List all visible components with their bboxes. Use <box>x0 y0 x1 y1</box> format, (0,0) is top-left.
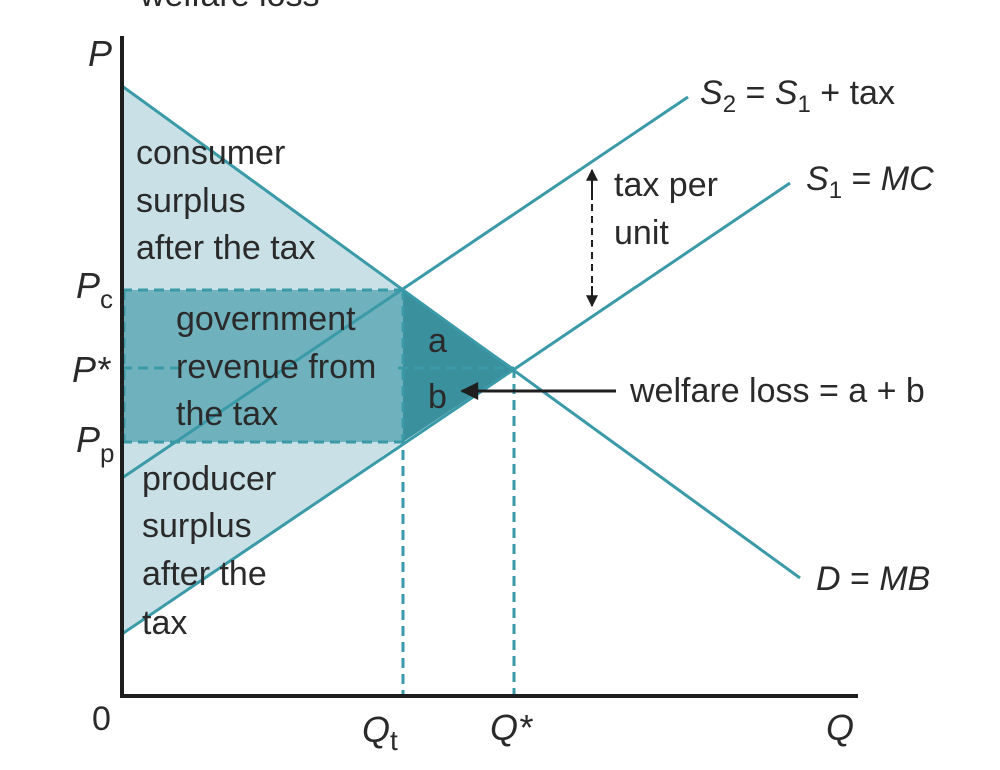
supply-curve-s1 <box>121 181 791 636</box>
pp-label: Pp <box>76 419 114 468</box>
consumer-surplus-label: consumer surplus after the tax <box>136 134 316 267</box>
s2-label: S2 = S1 + tax <box>700 74 895 118</box>
welfare-loss-label: welfare loss = a + b <box>629 372 925 410</box>
government-revenue-label: government revenue from the tax <box>176 300 386 433</box>
demand-curve <box>121 84 801 580</box>
deadweight-loss-area <box>403 290 514 442</box>
area-a-label: a <box>428 322 447 360</box>
qstar-label: Q* <box>490 707 533 748</box>
header-text: welfare loss <box>139 0 320 14</box>
axes <box>120 36 858 698</box>
pc-label: Pc <box>76 265 113 314</box>
x-axis-label: Q <box>826 707 854 748</box>
government-revenue-area <box>122 290 403 442</box>
qt-label: Qt <box>362 709 398 756</box>
area-b-label: b <box>428 378 447 416</box>
demand-label: D = MB <box>816 560 930 598</box>
supply-curve-s2 <box>121 95 689 480</box>
producer-surplus-label: producer surplus after the tax <box>142 460 286 642</box>
origin-label: 0 <box>92 700 111 738</box>
y-axis-label: P <box>88 33 112 74</box>
tax-per-unit-label: tax per unit <box>614 166 727 252</box>
pstar-label: P* <box>72 349 111 390</box>
s1-label: S1 = MC <box>806 160 934 204</box>
